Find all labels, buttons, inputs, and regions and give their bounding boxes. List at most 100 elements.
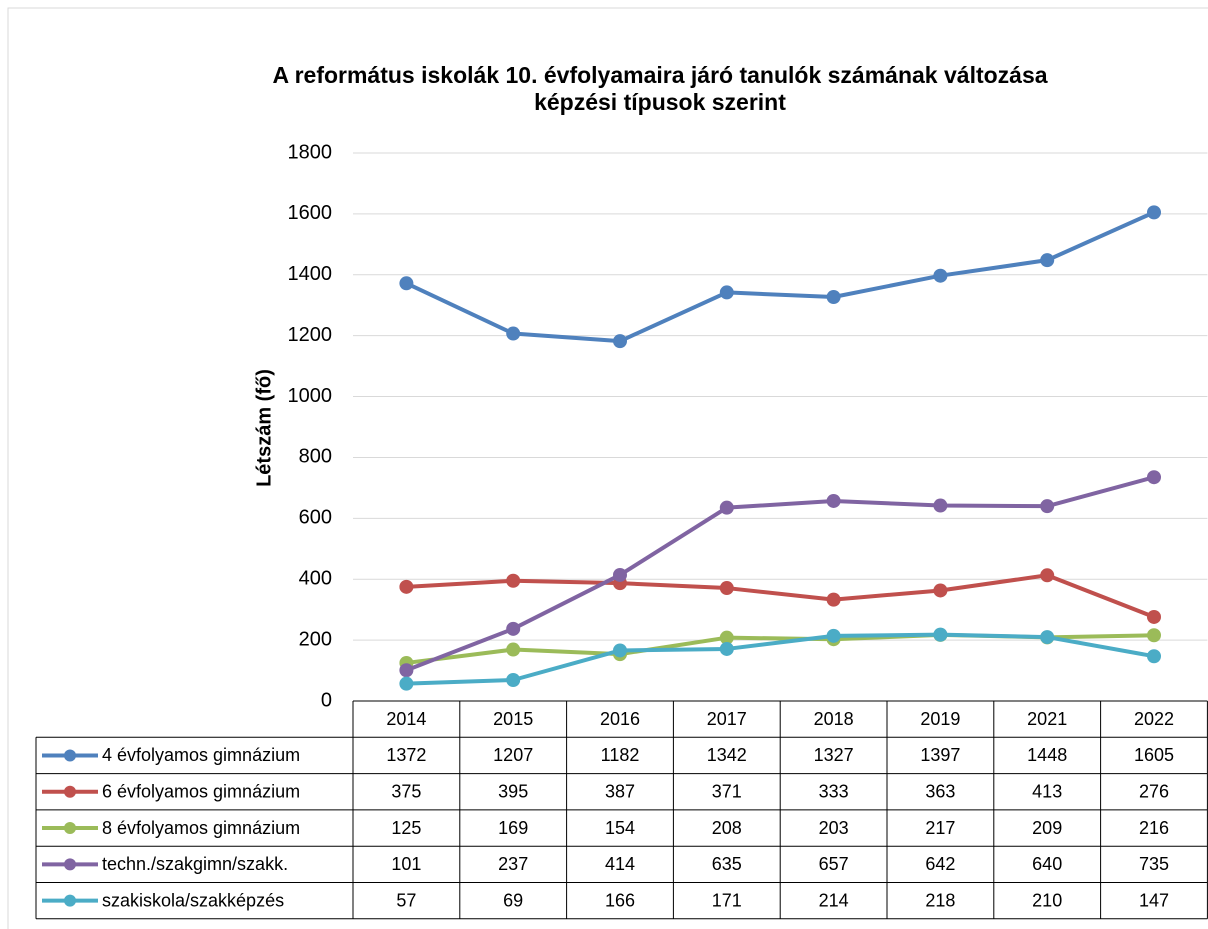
data-point	[506, 573, 521, 588]
data-point	[1040, 499, 1055, 514]
y-axis-label: Létszám (fő)	[253, 369, 275, 487]
series-line	[405, 210, 1155, 344]
x-tick-label: 2016	[600, 709, 640, 729]
table-cell: 1207	[493, 745, 533, 765]
table-cell: 413	[1032, 782, 1062, 802]
table-cell: 414	[605, 854, 635, 874]
data-point	[1040, 568, 1055, 583]
table-cell: 69	[503, 890, 523, 910]
table-cell: 1605	[1134, 745, 1174, 765]
y-tick-label: 400	[299, 568, 332, 590]
data-point	[1040, 630, 1055, 645]
table-cell: 635	[712, 854, 742, 874]
x-tick-label: 2015	[493, 709, 533, 729]
y-tick-label: 1200	[288, 324, 333, 346]
table-cell: 171	[712, 890, 742, 910]
table-cell: 640	[1032, 854, 1062, 874]
table-cell: 387	[605, 782, 635, 802]
table-cell: 166	[605, 890, 635, 910]
legend-label: techn./szakgimn/szakk.	[102, 854, 288, 874]
legend-key-marker	[64, 785, 76, 798]
table-cell: 208	[712, 818, 742, 838]
data-point	[613, 567, 627, 582]
chart-subtitle: képzési típusok szerint	[534, 89, 786, 115]
table-cell: 57	[396, 890, 416, 910]
table-cell: 1327	[814, 745, 854, 765]
legend-label: 8 évfolyamos gimnázium	[102, 818, 300, 838]
legend-key-marker	[64, 858, 76, 871]
data-point	[719, 641, 734, 656]
data-point	[1147, 470, 1161, 485]
x-tick-label: 2018	[814, 709, 854, 729]
table-cell: 169	[498, 818, 528, 838]
table-cell: 375	[391, 782, 421, 802]
table-cell: 371	[712, 782, 742, 802]
chart-frame	[7, 7, 1208, 929]
table-cell: 735	[1139, 854, 1169, 874]
legend-key-marker	[64, 749, 76, 762]
table-cell: 154	[605, 818, 635, 838]
data-point	[613, 334, 627, 349]
data-point	[719, 500, 734, 515]
legend-label: 4 évfolyamos gimnázium	[102, 745, 300, 765]
legend-label: szakiskola/szakképzés	[102, 890, 284, 910]
table-cell: 101	[391, 854, 421, 874]
table-cell: 210	[1032, 890, 1062, 910]
table-cell: 1342	[707, 745, 747, 765]
y-tick-label: 1800	[288, 141, 333, 163]
data-point	[933, 627, 948, 642]
data-point	[1147, 628, 1161, 643]
table-cell: 276	[1139, 782, 1169, 802]
data-point	[826, 628, 841, 643]
data-point	[506, 672, 521, 687]
series-line	[406, 632, 1155, 686]
table-cell: 218	[925, 890, 955, 910]
data-point	[719, 581, 734, 596]
data-point	[933, 268, 948, 283]
data-point	[399, 579, 414, 594]
data-point	[1040, 253, 1055, 268]
data-point	[826, 493, 841, 508]
y-tick-label: 600	[299, 507, 332, 529]
chart-title: A református iskolák 10. évfolyamaira já…	[272, 62, 1047, 88]
table-cell: 203	[819, 818, 849, 838]
data-point	[1147, 205, 1161, 220]
x-tick-label: 2014	[386, 709, 426, 729]
legend-key-marker	[64, 822, 76, 835]
table-cell: 395	[498, 782, 528, 802]
y-tick-label: 0	[321, 689, 332, 711]
table-cell: 214	[819, 890, 849, 910]
data-point	[719, 285, 734, 300]
data-point	[399, 676, 414, 691]
data-point	[826, 290, 841, 305]
table-cell: 642	[925, 854, 955, 874]
x-tick-label: 2021	[1027, 709, 1067, 729]
table-cell: 125	[391, 818, 421, 838]
x-tick-label: 2022	[1134, 709, 1174, 729]
table-cell: 217	[925, 818, 955, 838]
y-tick-label: 1000	[288, 385, 333, 407]
table-cell: 1448	[1027, 745, 1067, 765]
data-point	[506, 621, 521, 636]
data-point	[1147, 609, 1161, 624]
data-point	[613, 643, 627, 658]
data-point	[506, 642, 521, 657]
table-cell: 657	[819, 854, 849, 874]
series-line	[406, 573, 1155, 619]
legend-label: 6 évfolyamos gimnázium	[102, 782, 300, 802]
data-point	[719, 630, 734, 645]
table-cell: 209	[1032, 818, 1062, 838]
x-tick-label: 2017	[707, 709, 747, 729]
y-tick-label: 1600	[288, 202, 333, 224]
y-tick-label: 800	[299, 446, 332, 468]
data-point	[399, 276, 414, 291]
legend-key-marker	[64, 894, 76, 907]
data-point	[506, 326, 521, 341]
series-line	[405, 475, 1155, 673]
x-tick-label: 2019	[920, 709, 960, 729]
y-tick-label: 200	[299, 628, 332, 650]
data-point	[933, 498, 948, 513]
table-cell: 333	[819, 782, 849, 802]
data-point	[933, 583, 948, 598]
